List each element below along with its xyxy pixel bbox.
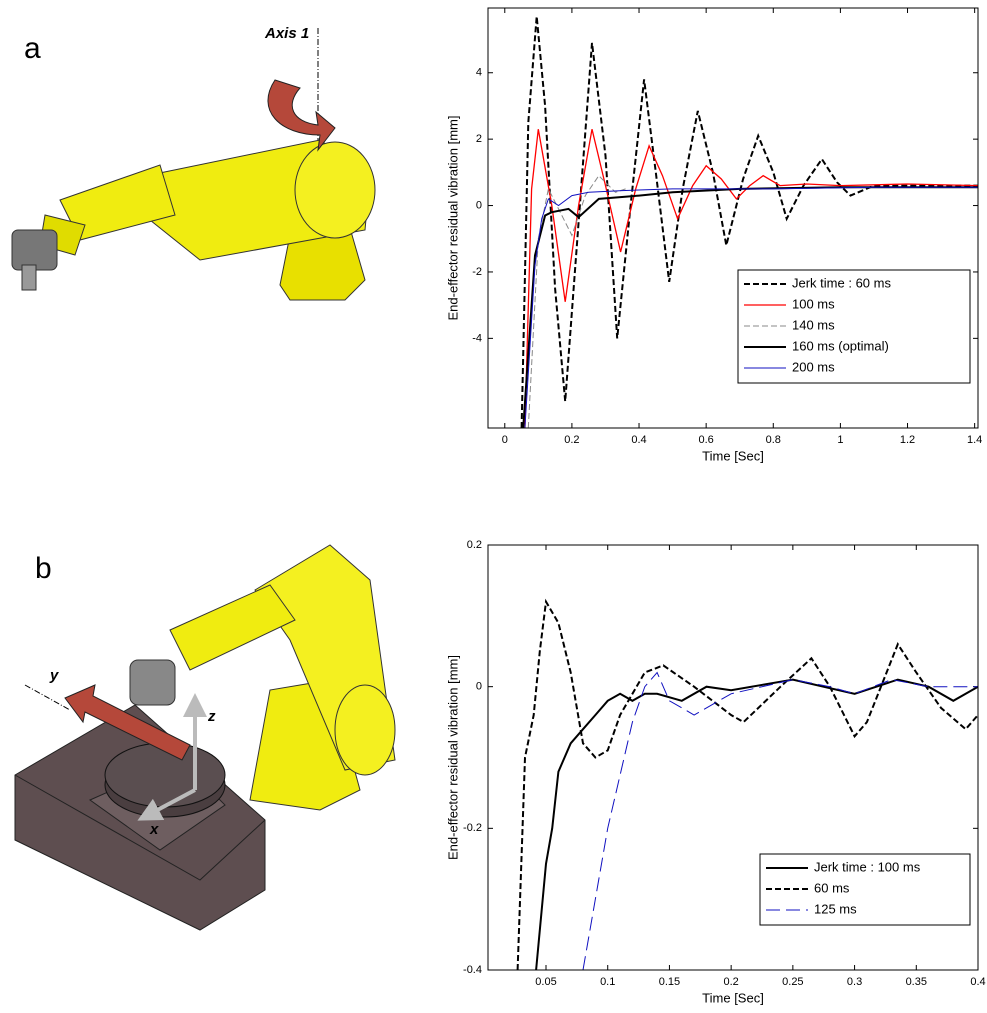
- legend-label: Jerk time : 100 ms: [814, 859, 921, 874]
- series-line: [524, 129, 978, 428]
- y-tick-label: 0: [476, 681, 482, 693]
- x-tick-label: 0.2: [724, 976, 739, 988]
- x-tick-label: 0.1: [600, 976, 615, 988]
- legend-label: Jerk time : 60 ms: [792, 275, 891, 290]
- plot-frame: [487, 7, 979, 429]
- y-tick-label: -0.4: [463, 964, 482, 976]
- series-line: [535, 678, 978, 970]
- x-tick-label: 0.8: [766, 434, 781, 446]
- panel-label: b: [35, 552, 52, 585]
- series-line: [524, 186, 978, 428]
- axis-label: y: [49, 667, 59, 684]
- legend-label: 60 ms: [814, 880, 850, 895]
- x-axis-label: Time [Sec]: [702, 448, 764, 463]
- plot-frame: [487, 544, 979, 971]
- robot-illustration-b: [14, 544, 396, 931]
- axis-label: z: [207, 708, 216, 725]
- y-tick-label: 2: [476, 133, 482, 145]
- x-tick-label: 0.35: [906, 976, 927, 988]
- legend-label: 125 ms: [814, 901, 857, 916]
- series-line: [516, 598, 978, 970]
- axis-label: x: [149, 821, 159, 838]
- y-tick-label: 4: [476, 67, 482, 79]
- y-tick-label: -2: [472, 266, 482, 278]
- x-axis-label: Time [Sec]: [702, 990, 764, 1005]
- y-tick-label: 0: [476, 199, 482, 211]
- x-tick-label: 0.15: [659, 976, 680, 988]
- robot-illustration-a: [11, 28, 376, 301]
- plot-lines: [516, 598, 978, 970]
- x-tick-label: 0.4: [970, 976, 985, 988]
- legend-box: [737, 269, 971, 384]
- x-tick-label: 0.4: [631, 434, 646, 446]
- x-tick-label: 0.05: [535, 976, 556, 988]
- x-tick-label: 1: [837, 434, 843, 446]
- series-line: [520, 16, 978, 428]
- x-tick-label: 0.25: [782, 976, 803, 988]
- x-tick-label: 0: [502, 434, 508, 446]
- x-tick-label: 0.6: [699, 434, 714, 446]
- x-tick-label: 0.3: [847, 976, 862, 988]
- plot-lines: [520, 16, 978, 428]
- y-tick-label: -0.2: [463, 822, 482, 834]
- axis-annotation: Axis 1: [264, 25, 309, 42]
- series-line: [582, 671, 978, 970]
- panel-label: a: [24, 32, 41, 65]
- legend-label: 100 ms: [792, 296, 835, 311]
- legend-label: 140 ms: [792, 317, 835, 332]
- y-tick-label: 0.2: [467, 539, 482, 551]
- x-tick-label: 1.4: [967, 434, 982, 446]
- series-line: [527, 174, 626, 428]
- x-tick-label: 0.2: [564, 434, 579, 446]
- y-tick-label: -4: [472, 332, 482, 344]
- y-axis-label: End-effector residual vibration [mm]: [445, 655, 460, 860]
- legend-label: 160 ms (optimal): [792, 338, 889, 353]
- legend-label: 200 ms: [792, 359, 835, 374]
- y-axis-label: End-effector residual vibration [mm]: [445, 116, 460, 321]
- x-tick-label: 1.2: [900, 434, 915, 446]
